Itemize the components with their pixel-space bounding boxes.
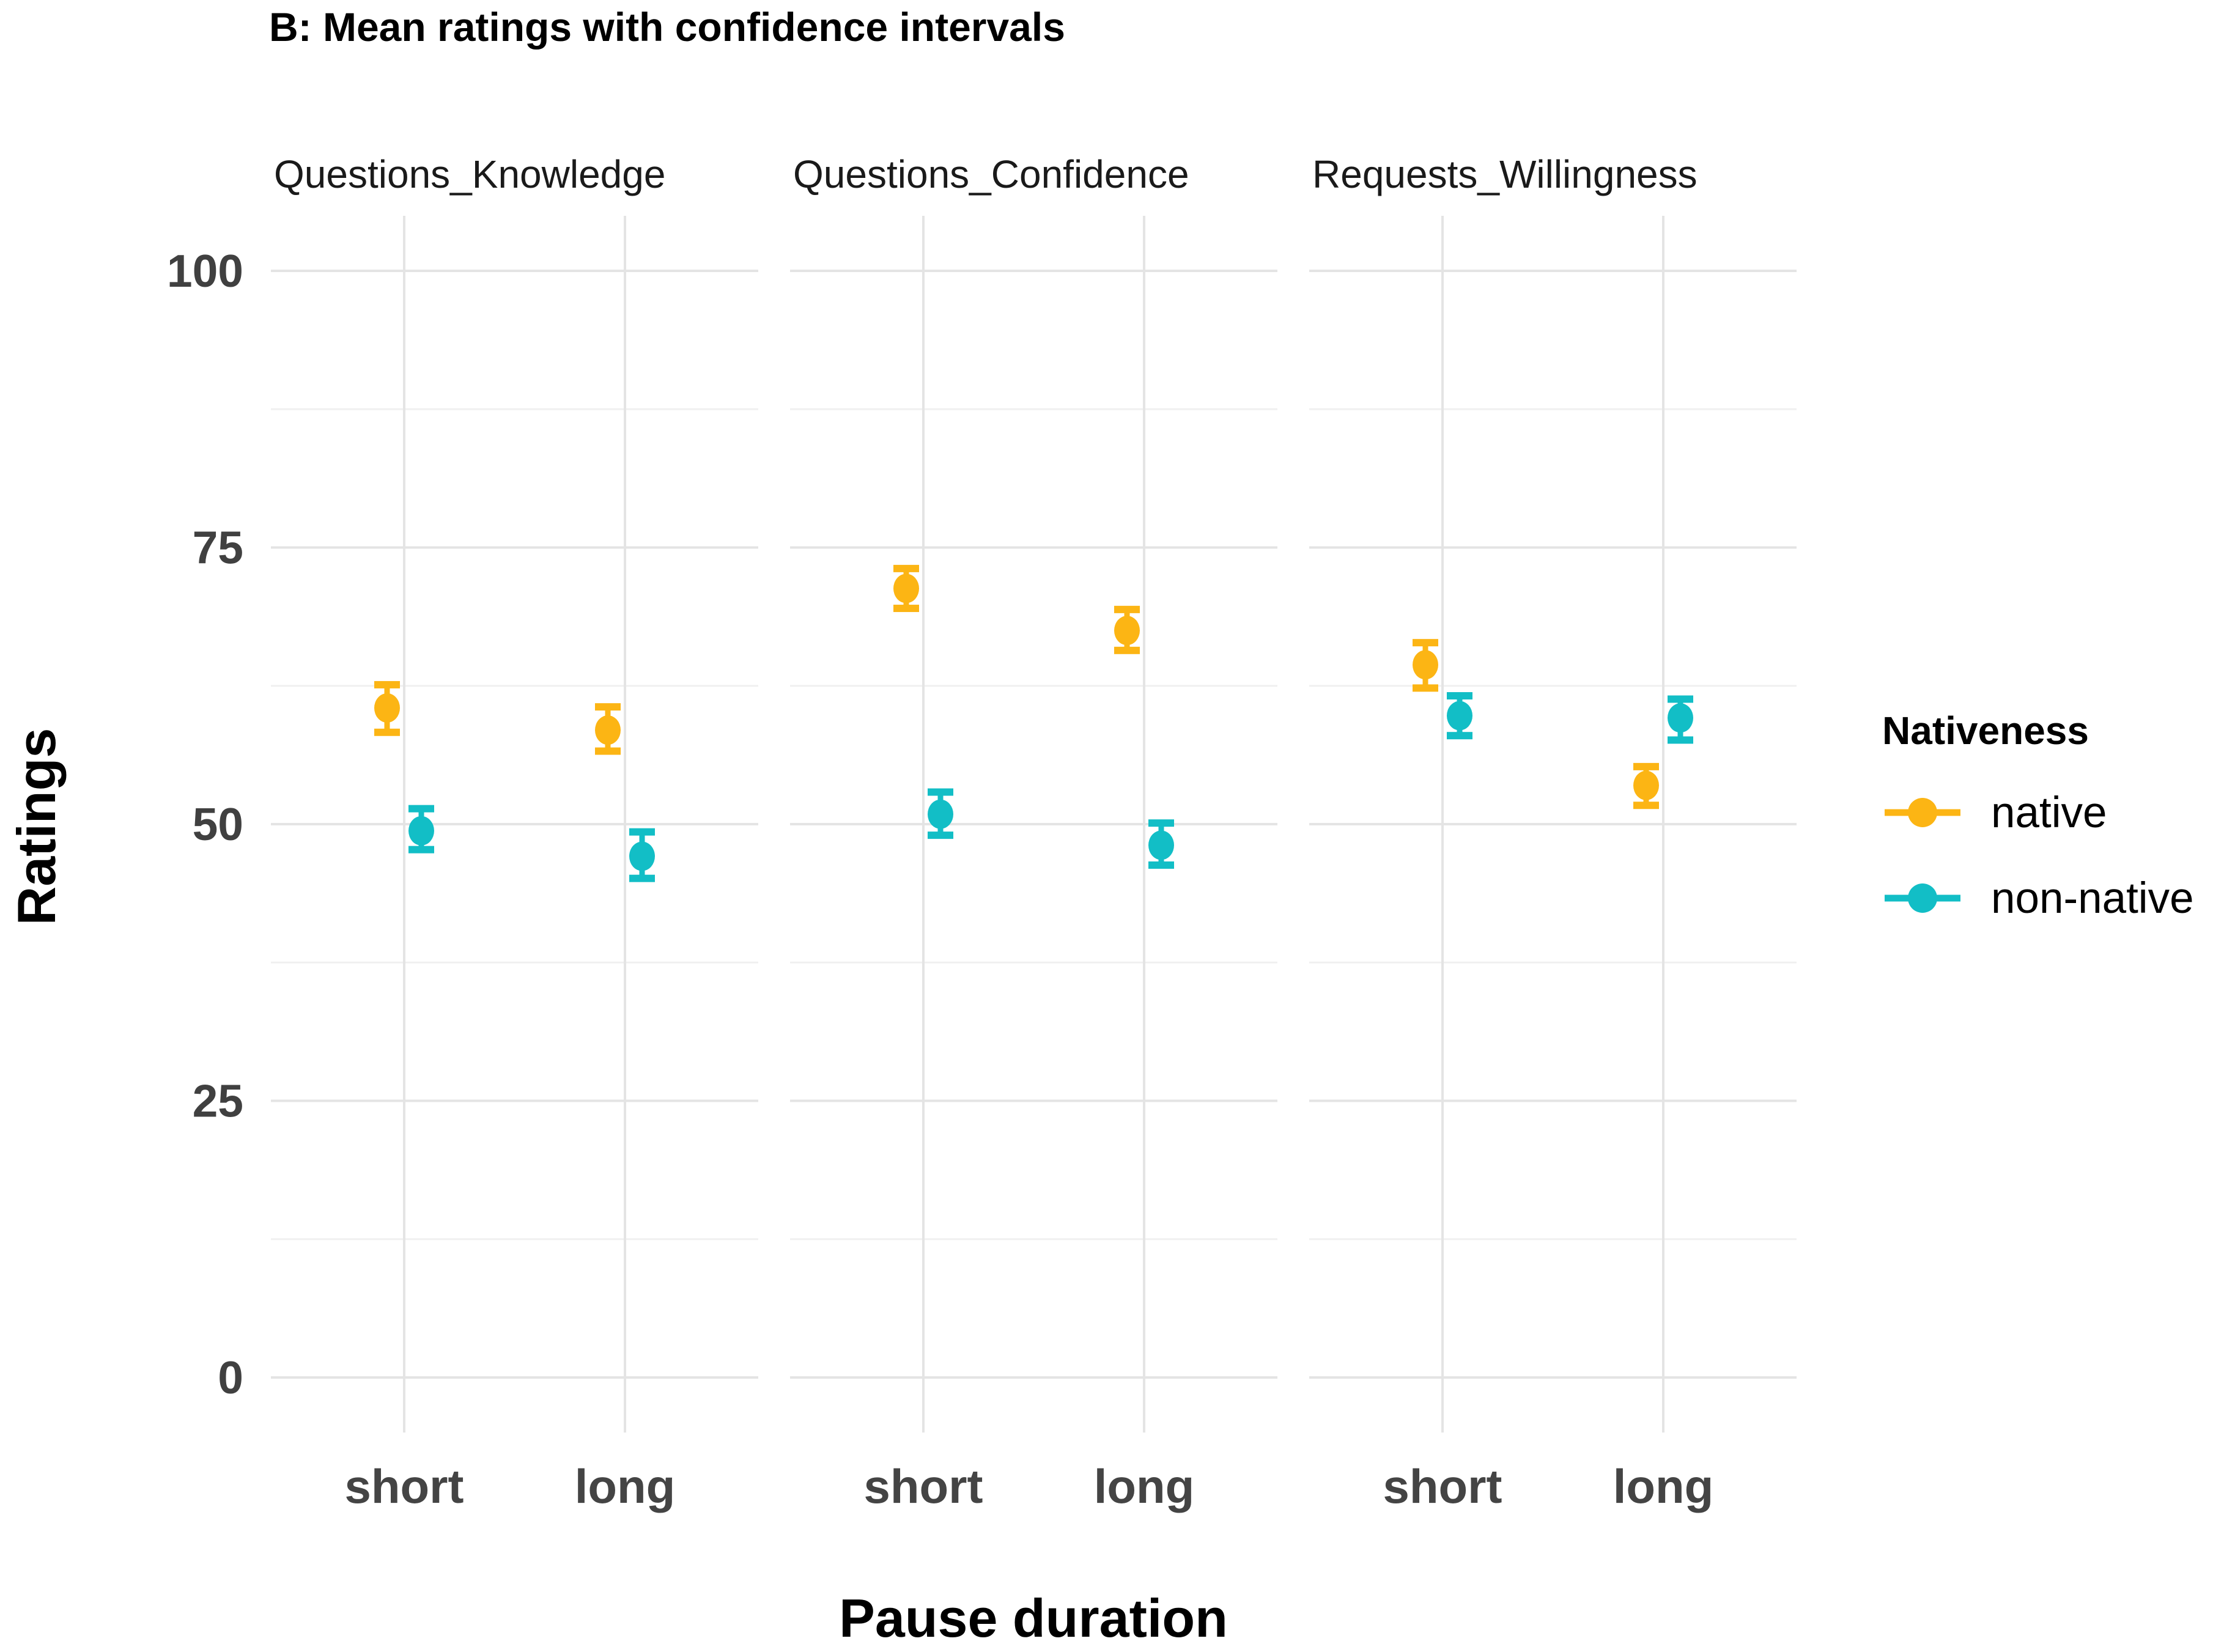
error-bar-cap-top <box>629 828 655 836</box>
error-bar-cap-top <box>1633 762 1659 770</box>
error-bar-cap-bottom <box>893 605 919 613</box>
error-bar-cap-top <box>893 564 919 572</box>
error-bar-cap-bottom <box>374 728 400 736</box>
error-bar-cap-bottom <box>928 832 953 839</box>
error-bar-cap-top <box>408 805 434 813</box>
error-bar-cap-bottom <box>1633 802 1659 809</box>
error-bar-cap-bottom <box>629 874 655 882</box>
legend-item-non-native: non-native <box>1882 869 2194 927</box>
error-bar-cap-bottom <box>1668 736 1693 744</box>
legend: Nativeness native non-native <box>1882 708 2194 927</box>
x-tick-label: short <box>345 1459 464 1513</box>
x-tick-label: short <box>864 1459 983 1513</box>
error-bar-cap-bottom <box>1413 684 1438 692</box>
mean-point-non-native <box>1148 830 1174 860</box>
error-bar-cap-top <box>1148 819 1174 827</box>
y-tick-label: 100 <box>167 245 243 297</box>
mean-point-non-native <box>1668 703 1693 733</box>
x-tick-label: long <box>1094 1459 1195 1513</box>
facet-label-questions-confidence: Questions_Confidence <box>793 152 1189 196</box>
mean-point-non-native <box>928 799 953 829</box>
facet-label-requests-willingness: Requests_Willingness <box>1312 152 1698 196</box>
error-bar-cap-bottom <box>408 846 434 854</box>
y-tick-label: 75 <box>193 522 243 573</box>
error-bar-cap-top <box>1447 692 1472 700</box>
mean-point-non-native <box>1447 701 1472 731</box>
mean-point-native <box>374 693 400 723</box>
y-tick-label: 25 <box>193 1075 243 1127</box>
mean-point-native <box>1114 616 1140 646</box>
x-tick-label: long <box>1613 1459 1714 1513</box>
error-bar-cap-top <box>595 703 621 711</box>
legend-item-native: native <box>1882 784 2194 841</box>
error-bar-cap-top <box>374 680 400 688</box>
y-tick-label: 50 <box>193 798 243 850</box>
legend-title: Nativeness <box>1882 709 2089 753</box>
mean-point-native <box>893 573 919 603</box>
y-axis-title: Ratings <box>6 728 67 926</box>
facet-label-questions-knowledge: Questions_Knowledge <box>274 152 666 196</box>
mean-point-native <box>595 715 621 745</box>
native-key-icon <box>1885 798 1960 827</box>
mean-point-non-native <box>408 816 434 846</box>
x-axis-title: Pause duration <box>839 1588 1228 1648</box>
error-bar-cap-bottom <box>1114 646 1140 654</box>
error-bar-cap-top <box>1413 639 1438 647</box>
mean-point-native <box>1413 650 1438 680</box>
error-bar-cap-top <box>1668 695 1693 703</box>
mean-point-native <box>1633 770 1659 800</box>
error-bar-cap-bottom <box>595 747 621 755</box>
error-bar-cap-bottom <box>1148 861 1174 869</box>
x-tick-label: long <box>575 1459 676 1513</box>
figure-title: B: Mean ratings with confidence interval… <box>269 4 1065 50</box>
legend-label-non-native: non-native <box>1991 874 2194 923</box>
mean-point-non-native <box>629 841 655 871</box>
error-bar-cap-bottom <box>1447 732 1472 740</box>
error-bar-cap-top <box>928 788 953 796</box>
error-bar-cap-top <box>1114 605 1140 613</box>
y-tick-label: 0 <box>218 1352 243 1403</box>
legend-label-native: native <box>1991 788 2107 837</box>
non-native-key-icon <box>1885 883 1960 913</box>
x-tick-label: short <box>1383 1459 1502 1513</box>
